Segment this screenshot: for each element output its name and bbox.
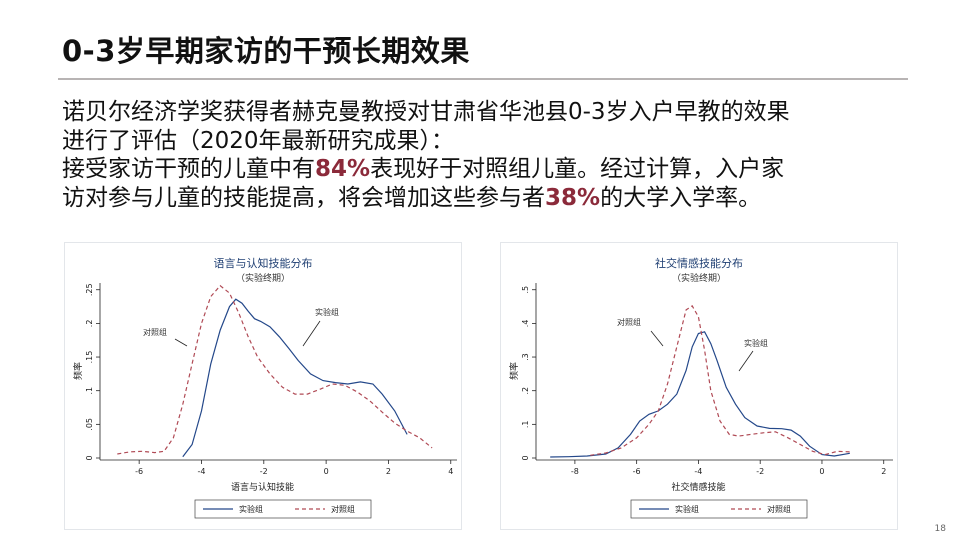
legend-label: 对照组	[767, 504, 791, 514]
paragraph-line-3: 接受家访干预的儿童中有84%表现好于对照组儿童。经过计算，入户家	[62, 155, 902, 184]
x-axis-label: 语言与认知技能	[231, 481, 294, 493]
y-tick-label: .2	[85, 320, 94, 328]
chart-subtitle: （实验终期）	[236, 272, 290, 284]
paragraph-text: 表现好于对照组儿童。经过计算，入户家	[370, 156, 785, 182]
highlight-84-percent: 84%	[315, 156, 371, 182]
x-axis-label: 社交情感技能	[671, 481, 725, 493]
chart-panel-language-cognitive: 语言与认知技能分布 （实验终期） 0 .05 .1 .15 .2 .25 -6 -4 -2 0 2 4 频率…	[64, 242, 462, 530]
y-tick-label: 0	[85, 455, 94, 460]
y-tick-label: .2	[521, 387, 530, 395]
annotation-pointer	[174, 338, 188, 347]
y-tick-label: .1	[85, 387, 94, 395]
series-line-treatment	[550, 331, 850, 458]
x-tick-label: -4	[694, 467, 702, 476]
x-tick-label: 0	[819, 467, 824, 476]
legend-box	[194, 499, 372, 519]
series-line-control	[590, 305, 850, 456]
x-tick-label: -6	[633, 467, 641, 476]
annotation-pointer	[650, 330, 664, 347]
x-tick-label: 4	[448, 467, 453, 476]
y-tick-label: .3	[521, 353, 530, 361]
annotation-pointer	[738, 350, 754, 372]
y-axis-label: 频率	[508, 362, 520, 380]
annotation-pointer	[302, 320, 321, 347]
legend-box	[630, 499, 808, 519]
annotation-label: 实验组	[744, 338, 768, 348]
y-tick-label: 0	[521, 455, 530, 460]
density-chart-social-emotional: 社交情感技能分布 （实验终期） 0 .1 .2 .3 .4 .5 -8 -6 -4 -2 0 2 频率社交情…	[508, 256, 893, 519]
x-tick-label: -6	[135, 467, 143, 476]
paragraph-line-2: 进行了评估（2020年最新研究成果）：	[62, 127, 455, 154]
annotation-label: 对照组	[143, 327, 167, 337]
paragraph-text: 接受家访干预的儿童中有	[62, 156, 315, 182]
body-paragraph: 诺贝尔经济学奖获得者赫克曼教授对甘肃省华池县0-3岁入户早教的效果 进行了评估（…	[62, 98, 902, 212]
x-tick-label: 2	[881, 467, 886, 476]
legend-label: 对照组	[331, 504, 355, 514]
chart-panel-social-emotional: 社交情感技能分布 （实验终期） 0 .1 .2 .3 .4 .5 -8 -6 -4 -2 0 2 频率社交情…	[500, 242, 898, 530]
paragraph-text: 访对参与儿童的技能提高，将会增加这些参与者	[62, 184, 545, 211]
y-tick-label: .15	[85, 351, 94, 364]
paragraph-line-4: 访对参与儿童的技能提高，将会增加这些参与者38%的大学入学率。	[62, 184, 902, 213]
title-divider	[58, 78, 908, 80]
annotation-label: 对照组	[617, 317, 641, 327]
annotation-label: 实验组	[315, 307, 339, 317]
x-tick-label: -8	[571, 467, 579, 476]
paragraph-line-1: 诺贝尔经济学奖获得者赫克曼教授对甘肃省华池县0-3岁入户早教的效果	[62, 99, 790, 125]
highlight-38-percent: 38%	[545, 184, 601, 211]
x-tick-label: -2	[260, 467, 268, 476]
chart-title: 语言与认知技能分布	[214, 256, 313, 270]
y-tick-label: .05	[85, 418, 94, 431]
slide-title: 0-3岁早期家访的干预长期效果	[62, 34, 470, 68]
chart-title: 社交情感技能分布	[655, 256, 743, 270]
x-tick-label: 2	[386, 467, 391, 476]
y-tick-label: .5	[521, 286, 530, 294]
paragraph-text: 的大学入学率。	[600, 184, 762, 211]
x-tick-label: 0	[324, 467, 329, 476]
density-chart-language-cognitive: 语言与认知技能分布 （实验终期） 0 .05 .1 .15 .2 .25 -6 -4 -2 0 2 4 频率…	[72, 256, 457, 519]
series-line-treatment	[182, 298, 408, 458]
y-tick-label: .25	[85, 283, 94, 296]
y-axis-label: 频率	[72, 362, 84, 380]
x-tick-label: -2	[756, 467, 764, 476]
page-number: 18	[934, 524, 946, 534]
legend-label: 实验组	[239, 504, 263, 514]
y-tick-label: .1	[521, 421, 530, 429]
chart-subtitle: （实验终期）	[672, 272, 726, 284]
x-tick-label: -4	[197, 467, 205, 476]
series-line-control	[117, 284, 433, 455]
legend-label: 实验组	[675, 504, 699, 514]
y-tick-label: .4	[521, 320, 530, 328]
